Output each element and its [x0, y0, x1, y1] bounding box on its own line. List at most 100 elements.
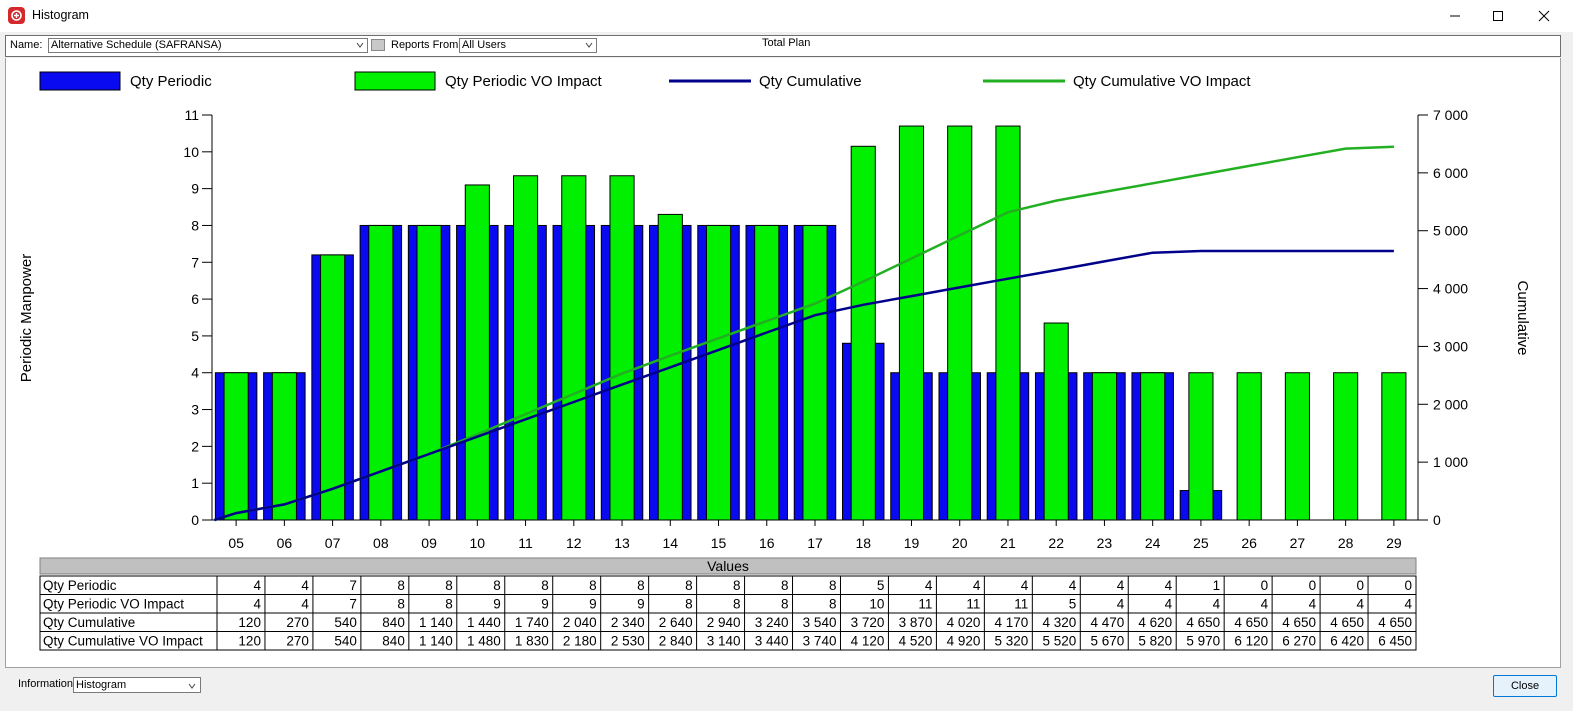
toolbar: Name: Alternative Schedule (SAFRANSA) Re…	[5, 35, 1561, 57]
bar-qty-periodic-vo-08	[368, 224, 394, 521]
y-axis-tick-label: 4	[191, 365, 199, 381]
x-axis-tick-label: 11	[518, 535, 533, 551]
table-cell: 4	[1069, 578, 1077, 593]
table-cell: 9	[589, 597, 597, 612]
name-select-value: Alternative Schedule (SAFRANSA)	[51, 39, 222, 51]
table-cell: 2 940	[707, 615, 741, 630]
table-cell: 4	[1165, 597, 1173, 612]
table-cell: 0	[1357, 578, 1365, 593]
x-axis-tick-label: 27	[1290, 535, 1306, 551]
table-cell: 3 240	[755, 615, 789, 630]
table-cell: 1 830	[515, 634, 549, 649]
x-axis-tick-label: 22	[1048, 535, 1064, 551]
bar-qty-periodic-vo-19	[898, 125, 925, 521]
minimize-button[interactable]	[1432, 0, 1478, 32]
x-axis-tick-label: 09	[421, 535, 437, 551]
bar-qty-periodic-vo-23	[1091, 372, 1118, 521]
x-axis-tick-labels: 05 06 07 08 09 10 11 12 13 14 15 16 17 18 19 20 21 22 23 24…	[228, 535, 1402, 551]
x-axis-tick-label: 06	[277, 535, 293, 551]
name-label: Name:	[10, 39, 43, 51]
table-row-label: Qty Cumulative VO Impact	[43, 634, 203, 649]
table-cell: 8	[589, 578, 597, 593]
table-cell: 5 520	[1042, 634, 1076, 649]
x-axis-tick-label: 23	[1097, 535, 1113, 551]
bar-qty-periodic-vo-17	[802, 224, 828, 521]
y-axis-tick-label: 7	[191, 254, 199, 270]
table-cell: 4 650	[1330, 615, 1364, 630]
table-row-label: Qty Periodic VO Impact	[43, 597, 184, 612]
y-axis-tick-label: 3	[191, 402, 199, 418]
table-cell: 8	[733, 597, 741, 612]
x-axis-tick-label: 13	[614, 535, 630, 551]
x-axis-tick-label: 15	[711, 535, 727, 551]
table-cell: 8	[685, 578, 693, 593]
bar-qty-periodic-vo-27	[1284, 372, 1310, 521]
y-axis-tick-label: 5	[191, 328, 199, 344]
window-title: Histogram	[32, 8, 89, 22]
reports-from-select[interactable]: All Users	[459, 38, 597, 53]
table-cell: 5 820	[1138, 634, 1172, 649]
table-cell: 2 840	[659, 634, 693, 649]
close-button[interactable]: Close	[1493, 675, 1557, 697]
bar-qty-periodic-vo-15	[705, 224, 732, 521]
legend-label-qty-cumulative-vo-impact: Qty Cumulative VO Impact	[1073, 73, 1251, 90]
table-cell: 7	[349, 597, 357, 612]
y2-axis-label: Cumulative	[1514, 280, 1531, 355]
table-cell: 3 440	[755, 634, 789, 649]
chevron-down-icon	[356, 42, 364, 48]
table-cell: 4	[1213, 597, 1221, 612]
maximize-button[interactable]	[1475, 0, 1521, 32]
table-cell: 4	[1165, 578, 1173, 593]
table-cell: 0	[1309, 578, 1317, 593]
information-select[interactable]: Histogram	[73, 677, 201, 693]
bar-qty-periodic-vo-06	[271, 372, 297, 521]
table-cell: 3 140	[707, 634, 741, 649]
table-cell: 11	[918, 597, 932, 612]
table-cell: 8	[445, 597, 453, 612]
minimize-icon	[1450, 15, 1460, 17]
x-axis-tick-label: 18	[855, 535, 871, 551]
y2-axis-tick-label: 0	[1433, 512, 1441, 528]
browse-button[interactable]	[371, 39, 385, 51]
x-axis-tick-label: 25	[1193, 535, 1209, 551]
chart-panel: Qty Periodic Qty Periodic VO Impact Qty Cu…	[5, 58, 1561, 668]
chevron-down-icon	[585, 42, 593, 48]
table-cell: 8	[829, 578, 837, 593]
bottom-bar: Information: Histogram Close	[0, 668, 1573, 711]
table-cell: 1 480	[467, 634, 501, 649]
x-axis-tick-label: 10	[470, 535, 486, 551]
table-cell: 8	[781, 597, 789, 612]
table-header-label: Values	[707, 558, 749, 574]
x-axis-tick-label: 26	[1241, 535, 1257, 551]
table-row-label: Qty Cumulative	[43, 615, 135, 630]
y2-axis-tick-label: 5 000	[1433, 223, 1468, 239]
maximize-icon	[1493, 11, 1503, 21]
table-cell: 7	[349, 578, 357, 593]
table-cell: 4 170	[995, 615, 1029, 630]
close-window-button[interactable]	[1521, 0, 1567, 32]
table-cell: 8	[445, 578, 453, 593]
table-cell: 4 650	[1186, 615, 1220, 630]
legend-swatch-qty-periodic	[39, 71, 121, 91]
bar-qty-periodic-vo-05	[223, 372, 249, 521]
y2-axis-tick-label: 2 000	[1433, 396, 1468, 412]
table-cell: 840	[382, 634, 405, 649]
y-axis-label: Periodic Manpower	[18, 254, 35, 382]
bar-qty-periodic-vo-10	[464, 184, 490, 521]
bar-qty-periodic-vo-28	[1333, 372, 1359, 521]
table-cell: 4	[1404, 597, 1412, 612]
name-select[interactable]: Alternative Schedule (SAFRANSA)	[48, 38, 368, 53]
table-cell: 9	[493, 597, 501, 612]
table-cell: 3 540	[803, 615, 837, 630]
table-cell: 4 520	[899, 634, 933, 649]
table-cell: 2 530	[611, 634, 645, 649]
table-cell: 4 650	[1282, 615, 1316, 630]
bar-qty-periodic-vo-16	[754, 224, 780, 521]
table-cell: 2 040	[563, 615, 597, 630]
table-cell: 270	[286, 615, 309, 630]
table-cell: 11	[1014, 597, 1028, 612]
bar-qty-periodic-vo-07	[320, 254, 346, 521]
information-select-value: Histogram	[76, 679, 127, 691]
y2-axis-tick-label: 1 000	[1433, 454, 1468, 470]
